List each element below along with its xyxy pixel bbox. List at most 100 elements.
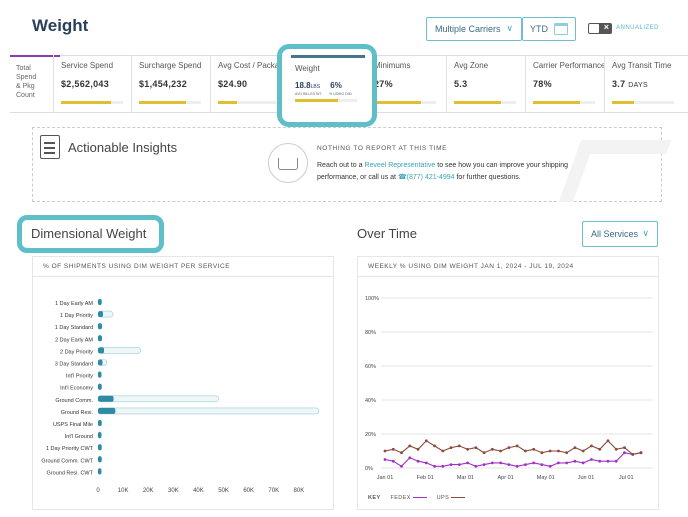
ups-point (383, 449, 387, 453)
ups-point (557, 449, 560, 453)
metric-progress-bar (295, 99, 357, 102)
fedex-key-swatch (412, 496, 427, 499)
ups-point (424, 439, 428, 443)
metric-progress-bar (454, 101, 516, 104)
fedex-point (482, 463, 486, 466)
bar-dim (98, 311, 104, 318)
fedex-point (548, 464, 552, 468)
chart-key: KEY FEDEX UPS (368, 495, 466, 501)
metric-carrier-performance[interactable]: Carrier Performance 78% (525, 55, 605, 113)
metric-avg-zone[interactable]: Avg Zone 5.3 (446, 55, 525, 113)
bar-dim (98, 456, 102, 463)
nothing-to-report-title: NOTHING TO REPORT AT THIS TIME (317, 145, 448, 152)
ups-point (499, 449, 503, 453)
fedex-point (565, 461, 569, 465)
bar-dim (98, 347, 105, 354)
fedex-point (449, 463, 453, 466)
x-tick-label: Mar 01 (457, 475, 474, 481)
ups-point (391, 447, 395, 451)
bar-dim (98, 383, 102, 390)
ups-key-swatch (451, 496, 466, 499)
ups-point (614, 447, 618, 451)
metric-avg-cost[interactable]: Avg Cost / Package $24.90 (210, 55, 288, 113)
metric-surcharge-spend[interactable]: Surcharge Spend $1,454,232 (131, 55, 210, 113)
metric-avg-transit[interactable]: Avg Transit Time 3.7 DAYS (604, 55, 688, 113)
services-select-value: All Services (591, 229, 639, 239)
ups-point (581, 449, 585, 453)
phone-link[interactable]: ☎(877) 421-4994 (397, 174, 455, 181)
bar-dim (98, 359, 103, 366)
fedex-point (408, 456, 412, 460)
ups-point (606, 439, 610, 443)
fedex-point (507, 463, 511, 466)
bar-category-label: 1 Day Priority (60, 313, 93, 319)
clipboard-icon (40, 135, 60, 159)
x-tick-label: Jan 01 (377, 475, 394, 481)
services-select[interactable]: All Services ∨ (582, 221, 658, 247)
ups-point (598, 447, 602, 451)
metric-progress-bar (218, 101, 280, 104)
x-tick-label: Jun 01 (578, 475, 595, 481)
ups-point (639, 451, 643, 455)
x-tick-label: Feb 01 (417, 475, 434, 481)
ups-point (416, 447, 420, 451)
bar-category-label: 2 Day Priority (60, 349, 93, 355)
metric-progress-bar (374, 101, 436, 104)
fedex-point (623, 451, 626, 455)
period-select[interactable]: YTD (522, 17, 576, 41)
ups-point (590, 444, 593, 448)
fedex-point (614, 459, 618, 463)
fedex-point (490, 461, 494, 465)
metric-minimums[interactable]: Minimums 27% (366, 55, 446, 113)
fedex-point (573, 459, 577, 463)
bar-dim (98, 432, 102, 439)
y-tick-label: 0% (365, 466, 373, 472)
metric-weight-highlighted[interactable]: Weight 18.8LBS 6% AVG BILLED WT % USING … (277, 44, 377, 127)
x-tick-label: Apr 01 (497, 475, 513, 481)
ups-point (433, 444, 436, 448)
x-tick-label: Jul 01 (619, 475, 634, 481)
insight-message: Reach out to a Reveel Representative to … (317, 162, 568, 181)
dim-service-chart-panel: % OF SHIPMENTS USING DIM WEIGHT PER SERV… (32, 256, 334, 510)
bar-total (97, 395, 219, 403)
y-tick-label: 100% (365, 296, 379, 302)
metric-service-spend[interactable]: Service Spend $2,562,043 (53, 55, 131, 113)
annualized-toggle[interactable]: × (588, 22, 612, 34)
fedex-point (540, 463, 544, 466)
insights-title: Actionable Insights (68, 140, 178, 155)
fedex-point (499, 461, 503, 465)
y-tick-label: 80% (365, 330, 376, 336)
fedex-line (384, 452, 642, 468)
period-select-value: YTD (530, 24, 548, 34)
ups-point (474, 446, 478, 449)
ups-point (441, 449, 445, 453)
x-tick-label: 10K (118, 488, 129, 494)
fedex-point (400, 464, 403, 468)
ups-point (507, 446, 511, 449)
fedex-point (557, 461, 560, 465)
reveel-rep-link[interactable]: Reveel Representative (364, 162, 436, 169)
bar-dim (98, 335, 103, 342)
fedex-point (606, 459, 610, 463)
bar-dim (98, 395, 114, 402)
bar-category-label: Ground Comm. (55, 398, 93, 404)
bar-category-label: Ground Resi. (61, 410, 94, 416)
metric-progress-bar (61, 101, 123, 104)
fedex-point (391, 459, 395, 463)
x-tick-label: May 01 (537, 475, 555, 481)
ups-point (408, 444, 412, 448)
bar-dim (98, 420, 102, 426)
ups-point (482, 451, 486, 455)
fedex-point (598, 459, 602, 463)
bar-category-label: 1 Day Early AM (55, 301, 93, 307)
metric-progress-bar (533, 101, 595, 104)
bar-category-label: USPS Final Mile (53, 422, 93, 428)
fedex-point (523, 463, 527, 466)
fedex-point (474, 464, 478, 468)
ups-point (573, 446, 577, 449)
carrier-select-value: Multiple Carriers (435, 24, 501, 34)
fedex-point (581, 461, 585, 465)
ups-point (466, 447, 469, 451)
carrier-select[interactable]: Multiple Carriers ∨ (426, 17, 522, 41)
page-title: Weight (32, 16, 89, 35)
